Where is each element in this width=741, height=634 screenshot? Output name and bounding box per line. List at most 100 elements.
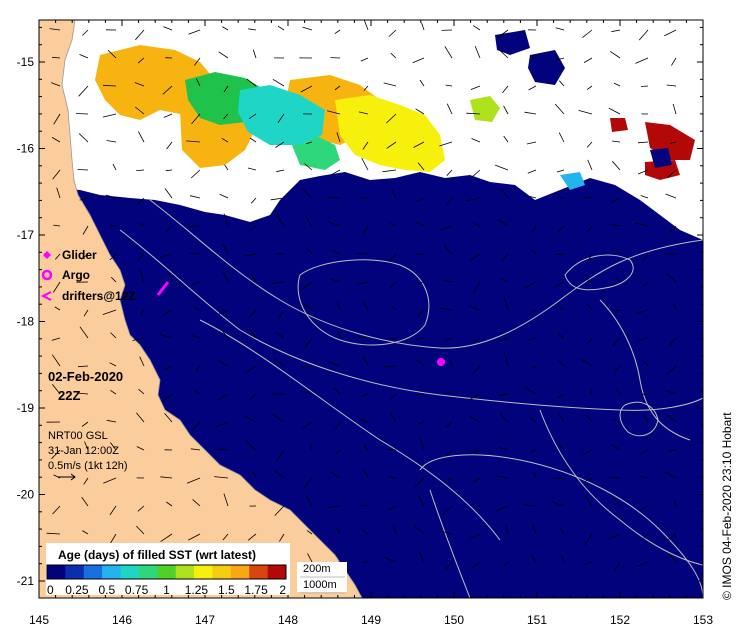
current-arrow — [163, 113, 173, 118]
current-arrow — [498, 393, 509, 397]
current-arrow — [469, 253, 481, 261]
current-arrow — [247, 533, 257, 541]
current-arrow — [136, 446, 145, 451]
current-arrow — [306, 530, 313, 535]
current-arrow — [468, 305, 481, 311]
current-arrow — [442, 505, 453, 515]
current-arrow — [277, 25, 285, 31]
current-arrow — [446, 197, 453, 206]
current-arrow — [245, 440, 257, 451]
age-patch-navy-right — [650, 148, 672, 168]
current-arrow — [134, 82, 145, 87]
current-arrow — [102, 113, 117, 118]
current-arrow — [439, 141, 453, 147]
age-patch-navy-ne-2 — [528, 50, 565, 85]
current-arrow — [580, 358, 593, 367]
current-arrow — [388, 253, 397, 262]
current-arrow — [667, 415, 677, 423]
colorbar-label: 2 — [279, 583, 286, 597]
depth-200m: 200m — [303, 563, 331, 575]
current-arrow — [53, 281, 61, 293]
current-arrow — [336, 528, 341, 535]
current-arrow — [223, 493, 229, 507]
x-tick-label: 149 — [361, 613, 381, 627]
current-arrow — [557, 393, 565, 398]
current-arrow — [523, 504, 537, 507]
current-arrow — [553, 281, 565, 288]
current-arrow — [274, 331, 285, 339]
current-arrow — [362, 355, 369, 367]
current-arrow — [362, 141, 369, 150]
current-arrow — [361, 393, 369, 397]
current-arrow — [56, 187, 61, 199]
current-arrow — [195, 365, 201, 372]
current-arrow — [327, 221, 341, 227]
current-arrow — [609, 50, 621, 59]
current-arrow — [530, 555, 537, 563]
current-arrow — [50, 82, 61, 87]
current-arrow — [357, 281, 369, 285]
current-arrow — [585, 414, 593, 423]
current-arrow — [637, 169, 649, 175]
current-arrow — [218, 393, 229, 401]
current-arrow — [245, 365, 257, 374]
current-arrow — [388, 29, 397, 37]
current-arrow — [665, 533, 677, 542]
colorbar-swatch — [194, 565, 213, 579]
current-arrow — [671, 57, 677, 66]
current-arrow — [496, 505, 509, 512]
current-arrow — [640, 449, 649, 455]
current-arrow — [301, 421, 313, 430]
current-arrow — [223, 213, 229, 227]
y-tick-label: -21 — [17, 574, 35, 588]
colorbar-swatch — [65, 565, 85, 579]
current-arrow — [415, 393, 425, 396]
colorbar-swatch — [138, 565, 158, 579]
current-arrow — [110, 332, 117, 339]
current-arrow — [615, 388, 621, 395]
current-arrow — [585, 477, 593, 482]
current-arrow — [668, 337, 677, 347]
current-arrow — [189, 195, 201, 199]
current-arrow — [363, 20, 369, 31]
current-arrow — [529, 196, 537, 199]
current-arrow — [250, 197, 257, 204]
current-arrow — [669, 553, 677, 563]
age-patch-red-2 — [610, 118, 628, 132]
current-arrow — [637, 141, 649, 144]
current-arrow — [248, 309, 257, 318]
current-arrow — [327, 197, 341, 199]
current-arrow — [109, 362, 117, 367]
current-arrow — [582, 29, 593, 38]
colorbar-swatch — [47, 565, 66, 579]
map-time: 22Z — [58, 388, 80, 403]
current-arrow — [191, 113, 201, 125]
current-arrow — [503, 561, 509, 567]
current-arrow — [222, 271, 229, 283]
current-arrow — [215, 421, 229, 428]
current-arrow — [555, 27, 565, 31]
current-arrow — [83, 309, 89, 317]
current-arrow — [327, 505, 341, 508]
current-arrow — [664, 29, 677, 37]
current-arrow — [302, 390, 313, 395]
current-arrow — [82, 530, 89, 535]
colorbar-label: 1.75 — [244, 583, 268, 597]
current-arrow — [416, 197, 425, 202]
current-arrow — [220, 328, 229, 339]
current-arrow — [558, 413, 565, 423]
current-arrow — [531, 225, 537, 233]
current-arrow — [54, 306, 61, 311]
current-arrow — [445, 561, 453, 570]
current-arrow — [391, 190, 397, 199]
current-arrow — [164, 188, 173, 199]
current-arrow — [643, 281, 649, 287]
current-arrow — [328, 361, 341, 367]
y-tick-label: -17 — [17, 228, 35, 242]
current-arrow — [252, 49, 257, 59]
current-arrow — [334, 29, 341, 35]
current-arrow — [139, 356, 145, 367]
current-arrow — [159, 253, 173, 258]
current-arrow — [613, 561, 621, 573]
current-arrow — [615, 276, 621, 283]
